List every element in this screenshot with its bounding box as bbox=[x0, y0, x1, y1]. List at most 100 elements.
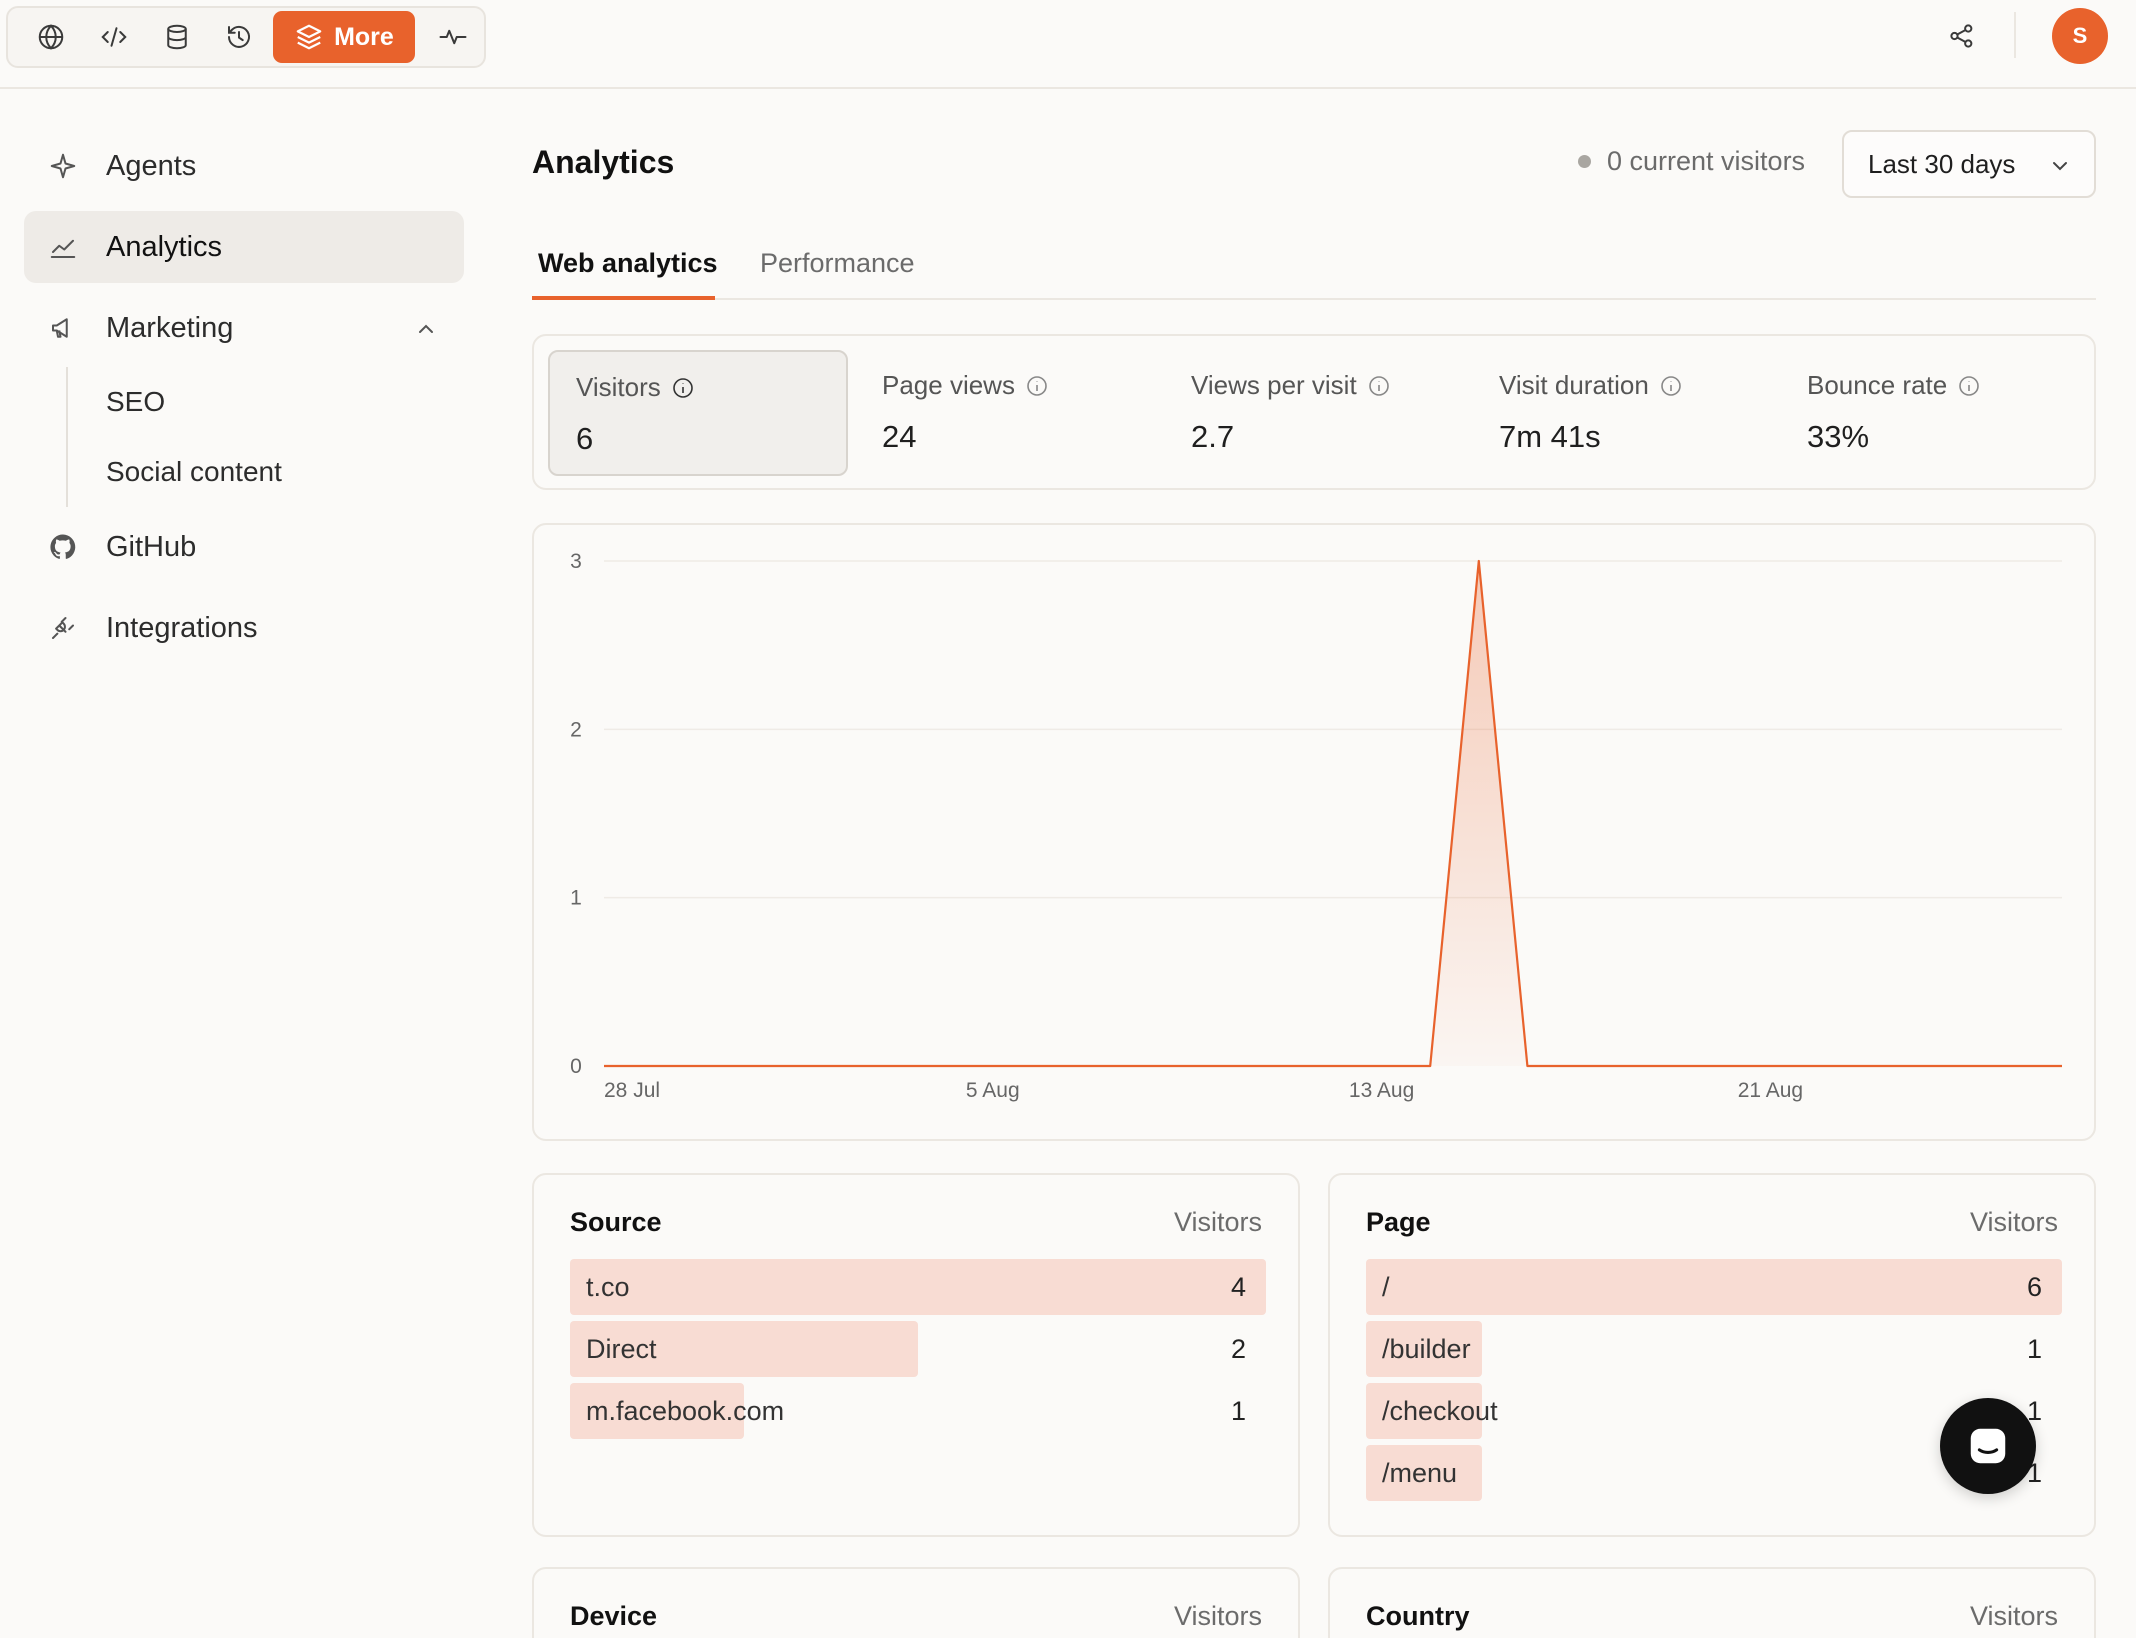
device-title: Device bbox=[570, 1601, 658, 1631]
sidebar-item-agents[interactable]: Agents bbox=[24, 130, 464, 202]
source-title: Source bbox=[570, 1207, 662, 1237]
page-row-value: 6 bbox=[2026, 1272, 2042, 1302]
github-icon bbox=[48, 532, 78, 562]
stat-label: Views per visit bbox=[1191, 370, 1357, 400]
sidebar-item-label: Agents bbox=[106, 149, 197, 182]
sidebar-item-seo[interactable]: SEO bbox=[106, 386, 166, 417]
page-column-label: Visitors bbox=[1969, 1207, 2058, 1237]
visitors-chart: 0 1 2 3 28 Jul 5 Aug 13 Aug 21 Aug bbox=[570, 550, 2062, 1102]
source-row-label: m.facebook.com bbox=[586, 1396, 785, 1426]
country-card: Country Visitors bbox=[1328, 1567, 2096, 1638]
sidebar-item-label: Integrations bbox=[106, 611, 258, 644]
chevron-up-icon[interactable] bbox=[414, 316, 438, 340]
page-rows: /6/builder 1/checkout 1/menu 1 bbox=[1366, 1259, 2062, 1507]
info-icon[interactable] bbox=[671, 376, 695, 400]
page-row[interactable]: /6 bbox=[1366, 1259, 2062, 1315]
info-icon[interactable] bbox=[1025, 374, 1049, 398]
page-row[interactable]: /builder 1 bbox=[1366, 1321, 2058, 1377]
sidebar-item-social-content[interactable]: Social content bbox=[106, 456, 282, 487]
stat-bounce-rate[interactable]: Bounce rate 33% bbox=[1781, 350, 2081, 476]
more-button[interactable]: More bbox=[272, 11, 416, 63]
page-title-label: Page bbox=[1366, 1207, 1431, 1237]
tab-performance[interactable]: Performance bbox=[760, 248, 915, 278]
sidebar-item-label: GitHub bbox=[106, 530, 197, 563]
stat-page-views[interactable]: Page views 24 bbox=[856, 350, 1156, 476]
x-tick-label: 13 Aug bbox=[1349, 1079, 1414, 1102]
x-tick-label: 28 Jul bbox=[604, 1079, 660, 1102]
avatar[interactable]: S bbox=[2052, 8, 2108, 64]
stat-views-per-visit[interactable]: Views per visit 2.7 bbox=[1165, 350, 1465, 476]
layers-icon bbox=[294, 22, 324, 52]
status-dot bbox=[1578, 155, 1591, 168]
page-row-bar bbox=[1366, 1445, 1482, 1501]
topbar-divider bbox=[2014, 12, 2016, 58]
toolbar-group: More bbox=[6, 6, 486, 68]
stat-label: Bounce rate bbox=[1807, 370, 1948, 400]
source-row-label: t.co bbox=[586, 1272, 630, 1302]
page-row-bar bbox=[1366, 1383, 1482, 1439]
share-icon[interactable] bbox=[1944, 18, 1980, 54]
chart-line-icon bbox=[48, 232, 78, 262]
date-range-value: Last 30 days bbox=[1868, 148, 2016, 179]
source-row[interactable]: t.co 4 bbox=[570, 1259, 1266, 1315]
history-icon[interactable] bbox=[208, 9, 271, 65]
page-row-value: 1 bbox=[2026, 1334, 2042, 1364]
source-row-bar bbox=[570, 1259, 1266, 1315]
tabs: Web analytics Performance bbox=[532, 236, 2096, 300]
y-tick-label: 0 bbox=[570, 1055, 582, 1078]
page-row-label: / bbox=[1382, 1272, 1390, 1302]
sidebar-item-label: Marketing bbox=[106, 311, 234, 344]
sidebar-item-marketing[interactable]: Marketing bbox=[24, 292, 464, 364]
series-area bbox=[604, 561, 2062, 1066]
page-card: Page Visitors /6/builder 1/checkout 1/menu… bbox=[1328, 1173, 2096, 1537]
visitors-chart-card: 0 1 2 3 28 Jul 5 Aug 13 Aug 21 Aug bbox=[532, 523, 2096, 1141]
sidebar-item-analytics[interactable]: Analytics bbox=[24, 211, 464, 283]
sidebar-item-integrations[interactable]: Integrations bbox=[24, 592, 464, 664]
info-icon[interactable] bbox=[1659, 374, 1683, 398]
country-column-label: Visitors bbox=[1969, 1601, 2058, 1631]
page-row-value: 1 bbox=[2026, 1396, 2042, 1426]
stat-value: 6 bbox=[576, 421, 594, 456]
page-row-bar bbox=[1366, 1321, 1482, 1377]
activity-icon[interactable] bbox=[421, 9, 484, 65]
stat-label: Page views bbox=[882, 370, 1015, 400]
info-icon[interactable] bbox=[1367, 374, 1391, 398]
device-column-label: Visitors bbox=[1173, 1601, 1262, 1631]
globe-icon[interactable] bbox=[20, 9, 83, 65]
tab-web-analytics[interactable]: Web analytics bbox=[538, 248, 718, 278]
top-bar: More S bbox=[0, 0, 2136, 89]
source-rows: t.co 4 Direct 2 m.facebook.com 1 bbox=[570, 1259, 1266, 1445]
source-row-bar bbox=[570, 1321, 918, 1377]
stat-label: Visit duration bbox=[1499, 370, 1649, 400]
stats-card: Visitors 6 Page views 24 Views per visit… bbox=[532, 334, 2096, 490]
page-row-label: /checkout bbox=[1382, 1396, 1498, 1426]
stat-label: Visitors bbox=[576, 372, 661, 402]
chat-icon bbox=[1965, 1423, 2011, 1469]
y-tick-label: 3 bbox=[570, 550, 582, 573]
page-row[interactable]: /menu 1 bbox=[1366, 1445, 2058, 1501]
info-icon[interactable] bbox=[1957, 374, 1981, 398]
database-icon[interactable] bbox=[145, 9, 208, 65]
source-card: Source Visitors t.co 4 Direct 2 m.facebook.c… bbox=[532, 1173, 1300, 1537]
sidebar-item-github[interactable]: GitHub bbox=[24, 511, 464, 583]
page-row[interactable]: /checkout 1 bbox=[1366, 1383, 2058, 1439]
stat-visitors[interactable]: Visitors 6 bbox=[548, 350, 848, 476]
plug-icon bbox=[48, 613, 78, 643]
stat-visit-duration[interactable]: Visit duration 7m 41s bbox=[1473, 350, 1773, 476]
source-column-label: Visitors bbox=[1173, 1207, 1262, 1237]
sidebar-item-label: Analytics bbox=[106, 230, 223, 263]
source-row-label: Direct bbox=[586, 1334, 657, 1364]
page-header: Page Visitors bbox=[1366, 1207, 2058, 1243]
x-tick-label: 21 Aug bbox=[1738, 1079, 1803, 1102]
marketing-submenu: SEO Social content bbox=[66, 367, 464, 507]
chat-button[interactable] bbox=[1940, 1398, 2036, 1494]
source-row[interactable]: m.facebook.com 1 bbox=[570, 1383, 1262, 1439]
code-icon[interactable] bbox=[83, 9, 146, 65]
source-row-bar bbox=[570, 1383, 744, 1439]
page-row-label: /builder bbox=[1382, 1334, 1471, 1364]
page-title: Analytics bbox=[532, 144, 675, 180]
stat-value: 2.7 bbox=[1191, 419, 1235, 454]
chevron-down-icon bbox=[2048, 154, 2072, 178]
date-range-select[interactable]: Last 30 days bbox=[1842, 130, 2096, 198]
source-row[interactable]: Direct 2 bbox=[570, 1321, 1262, 1377]
